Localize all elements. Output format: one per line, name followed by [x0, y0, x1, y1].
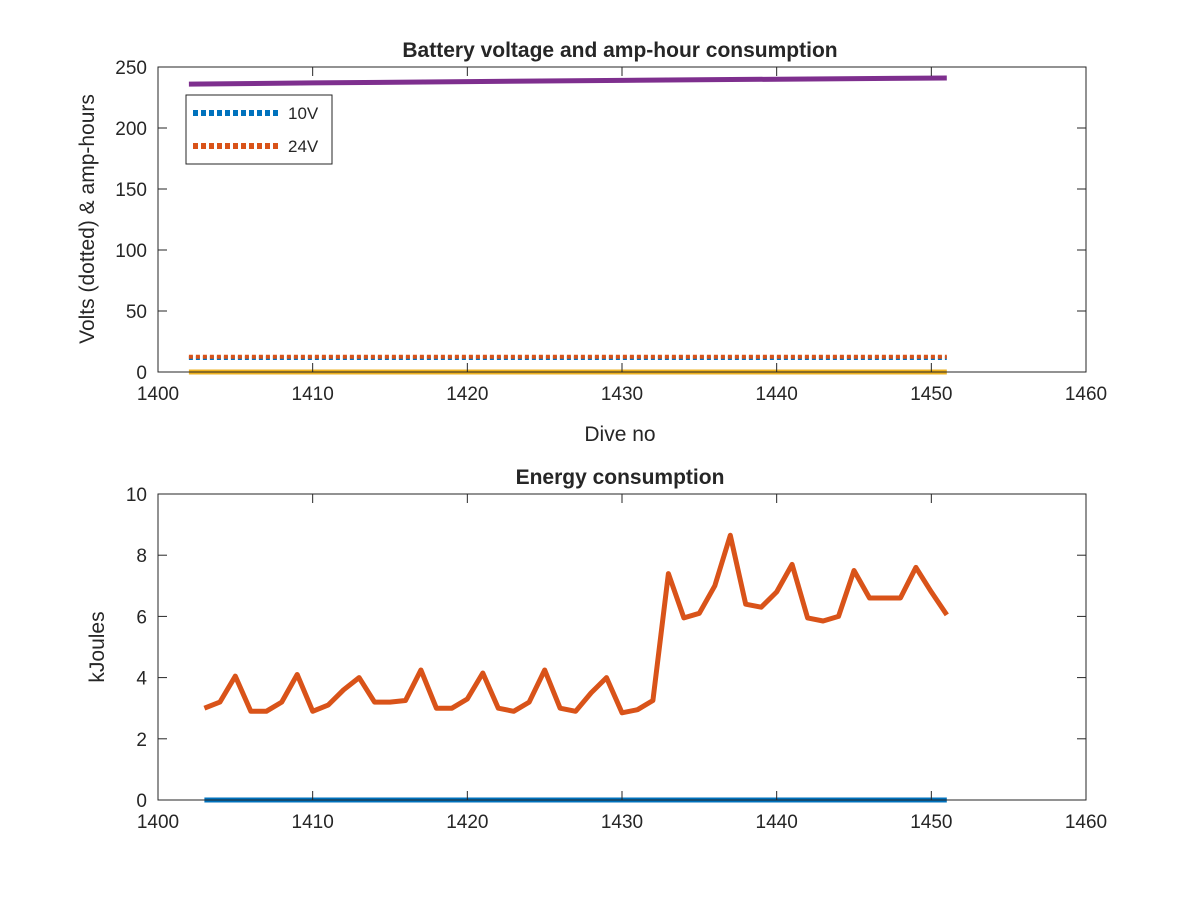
battery-chart: Battery voltage and amp-hour consumption… [76, 39, 1107, 446]
x-tick-label: 1440 [756, 384, 798, 405]
y-tick-label: 150 [115, 180, 147, 201]
y-tick-label: 2 [136, 730, 147, 751]
y-axis-label: Volts (dotted) & amp-hours [76, 94, 99, 344]
axes-box [157, 66, 1087, 373]
y-tick-label: 6 [136, 607, 147, 628]
x-tick-label: 1450 [910, 384, 952, 405]
y-tick-label: 4 [136, 669, 147, 690]
chart-title: Energy consumption [516, 466, 725, 489]
legend-label-10v: 10V [288, 104, 319, 123]
legend-box [185, 94, 333, 165]
x-tick-label: 1440 [756, 812, 798, 833]
legend: 10V 24V [185, 94, 333, 165]
x-tick-label: 1420 [446, 384, 488, 405]
y-tick-label: 10 [126, 485, 147, 506]
series-layer [203, 532, 949, 803]
y-tick-label: 0 [136, 363, 147, 384]
ticks-layer: 1400 1410 1420 1430 1440 1450 1460 0 2 4 6 8 10 [126, 485, 1107, 833]
y-axis-label: kJoules [86, 611, 109, 682]
series-line-0 [203, 532, 949, 716]
y-tick-label: 200 [115, 119, 147, 140]
x-tick-label: 1400 [137, 812, 179, 833]
ticks-layer: 1400 1410 1420 1430 1440 1450 1460 0 50 100 150 200… [115, 58, 1107, 405]
x-tick-label: 1460 [1065, 384, 1107, 405]
x-tick-label: 1430 [601, 812, 643, 833]
chart-title: Battery voltage and amp-hour consumption [402, 39, 837, 62]
legend-label-24v: 24V [288, 137, 319, 156]
x-tick-label: 1400 [137, 384, 179, 405]
y-tick-label: 8 [136, 546, 147, 567]
x-axis-label: Dive no [584, 423, 655, 446]
x-tick-label: 1410 [292, 812, 334, 833]
x-tick-label: 1430 [601, 384, 643, 405]
x-tick-label: 1460 [1065, 812, 1107, 833]
y-tick-label: 0 [136, 791, 147, 812]
y-tick-label: 100 [115, 241, 147, 262]
y-tick-label: 250 [115, 58, 147, 79]
series-line-2 [188, 75, 947, 87]
x-tick-label: 1450 [910, 812, 952, 833]
x-tick-label: 1410 [292, 384, 334, 405]
x-tick-label: 1420 [446, 812, 488, 833]
axes-box [157, 493, 1087, 801]
y-tick-label: 50 [126, 302, 147, 323]
energy-chart: Energy consumption kJoules 1400 1410 1420 1… [86, 466, 1107, 833]
